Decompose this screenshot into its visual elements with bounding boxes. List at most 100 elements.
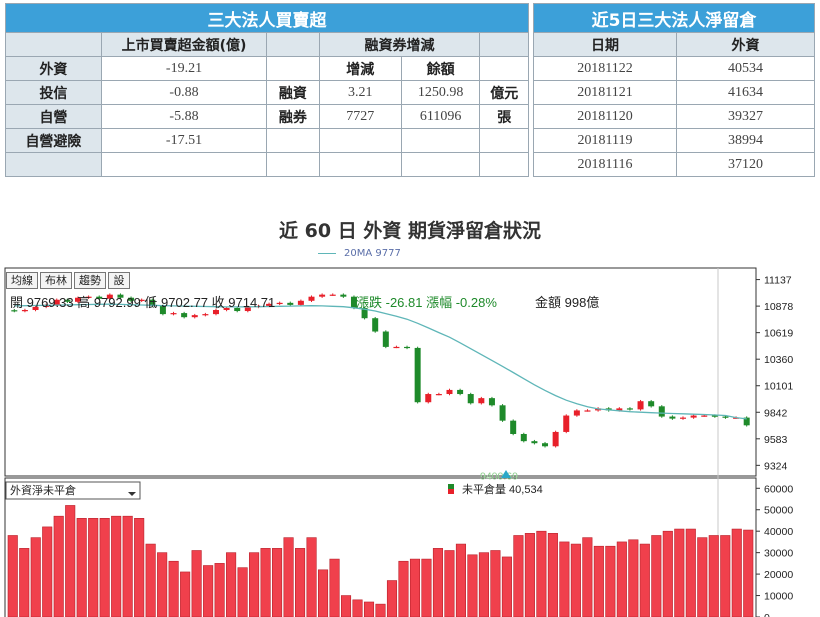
oi-bar — [467, 554, 478, 617]
candle-body — [319, 294, 326, 297]
candle-body — [743, 417, 750, 426]
row-label: 投信 — [5, 80, 102, 105]
oi-bar — [432, 548, 444, 617]
volume-tick-label: 0 — [764, 612, 770, 617]
date-cell: 20181120 — [533, 104, 677, 129]
candle-body — [202, 314, 209, 316]
margin-header: 融資券增減 — [318, 32, 481, 57]
institutional-title: 三大法人買賣超 — [5, 3, 529, 33]
oi-bar — [697, 537, 708, 617]
oi-bar — [272, 548, 283, 617]
oi-bar — [99, 518, 110, 617]
candle-body — [11, 310, 18, 312]
oi-bar — [180, 571, 191, 617]
oi-bar — [547, 533, 558, 617]
oi-bar — [409, 558, 421, 617]
price-tick-label: 10101 — [764, 381, 793, 393]
series-dropdown-label: 外資淨未平倉 — [10, 483, 76, 497]
oi-bar — [203, 565, 214, 617]
oi-bar — [478, 552, 489, 617]
oi-bar — [628, 539, 639, 617]
oi-bar — [237, 567, 248, 617]
row-amount: -0.88 — [100, 80, 268, 105]
oi-bar — [329, 558, 340, 617]
trend-button[interactable]: 趨勢 — [74, 272, 106, 289]
oi-bar — [145, 543, 156, 617]
candle-body — [350, 296, 357, 308]
candle-body — [117, 294, 124, 298]
candle-body — [149, 299, 156, 306]
candle-body — [191, 315, 198, 318]
oi-bar — [559, 541, 570, 617]
legend-swatch-top — [448, 484, 454, 489]
row-label: 自營 — [5, 104, 102, 129]
chart-title: 近 60 日 外資 期貨淨留倉狀況 — [279, 220, 541, 242]
date-cell: 20181121 — [533, 80, 677, 105]
candle-body — [181, 313, 188, 318]
candle-body — [616, 408, 623, 411]
price-tick-label: 10878 — [764, 301, 793, 313]
candle-body — [626, 408, 633, 410]
margin-unit: 億元 — [479, 80, 529, 105]
oi-legend: 未平倉量 40,534 — [462, 482, 543, 496]
value-cell: 37120 — [676, 152, 815, 177]
candle-body — [53, 299, 60, 305]
oi-bar — [168, 560, 179, 617]
candle-body — [648, 401, 655, 407]
legend-swatch-bottom — [448, 489, 454, 494]
price-tick-label: 10619 — [764, 328, 793, 340]
candle-body — [223, 307, 230, 311]
candle-body — [159, 305, 166, 315]
oi-bar — [111, 515, 122, 617]
oi-bar — [651, 535, 662, 617]
candle-body — [329, 294, 336, 296]
oi-bar — [490, 550, 501, 617]
candle-body — [266, 303, 273, 306]
oi-bar — [501, 556, 512, 617]
candle-body — [308, 296, 315, 301]
oi-bar — [536, 530, 547, 617]
candle-body — [446, 389, 453, 395]
margin-type: 融資 — [266, 80, 320, 105]
oi-bar — [317, 569, 329, 617]
candle-body — [457, 389, 464, 395]
balance-header: 餘額 — [400, 56, 481, 81]
price-tick-label: 9583 — [764, 434, 788, 446]
ma20-line — [14, 303, 747, 420]
candle-body — [584, 410, 591, 412]
oi-bar — [524, 533, 535, 617]
value-cell: 41634 — [676, 80, 815, 105]
oi-bar — [283, 537, 294, 617]
oi-bar — [582, 537, 593, 617]
oi-bar — [616, 541, 627, 617]
candle-body — [414, 347, 421, 403]
candle-body — [74, 297, 81, 302]
settings-button[interactable]: 設 — [108, 272, 130, 289]
candle-body — [499, 405, 506, 421]
margin-change: 7727 — [318, 104, 402, 129]
series-dropdown — [5, 481, 141, 500]
bollinger-button[interactable]: 布林 — [40, 272, 72, 289]
oi-bar — [19, 548, 30, 617]
volume-tick-label: 50000 — [764, 505, 793, 517]
oi-bar — [76, 518, 87, 617]
oi-bar — [226, 552, 237, 617]
oi-bar — [363, 601, 375, 617]
oi-bar — [122, 515, 133, 617]
oi-bar — [295, 548, 306, 617]
candle-body — [722, 416, 729, 418]
oi-bar — [685, 528, 696, 617]
candle-body — [467, 394, 474, 404]
oi-bar — [731, 528, 742, 617]
oi-bar — [65, 505, 76, 617]
ma-button[interactable]: 均線 — [6, 272, 38, 289]
margin-balance: 1250.98 — [400, 80, 481, 105]
candle-body — [563, 415, 570, 432]
candle-body — [404, 346, 411, 349]
candle-body — [435, 394, 442, 396]
volume-tick-label: 30000 — [764, 548, 793, 560]
oi-bar — [306, 537, 317, 617]
row-amount: -19.21 — [100, 56, 268, 81]
candle-body — [382, 331, 389, 347]
candle-body — [64, 299, 71, 302]
